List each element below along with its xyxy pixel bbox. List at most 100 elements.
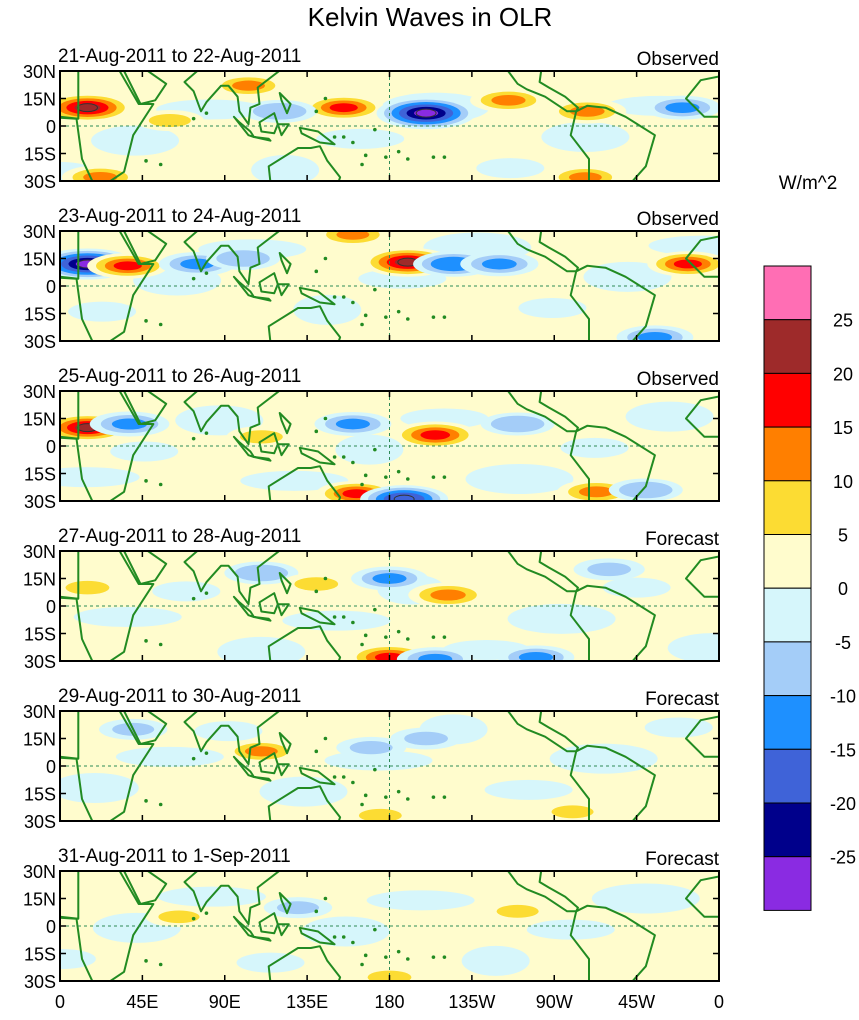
lat-tick-label: 30S [24, 972, 56, 992]
island [363, 473, 368, 478]
island [204, 431, 209, 435]
lon-tick-label: 90E [209, 992, 241, 1012]
background-patch [175, 405, 264, 436]
coastline [232, 755, 255, 778]
panel-kind: Forecast [645, 849, 720, 870]
island [396, 629, 401, 634]
coastline [278, 572, 292, 595]
background-patch [335, 434, 404, 465]
coastline [60, 871, 155, 981]
feature-contour [568, 172, 602, 181]
background-patch [236, 952, 305, 973]
coastline [258, 272, 279, 295]
island [373, 767, 377, 772]
colorbar-units: W/m^2 [779, 173, 838, 194]
island [323, 896, 328, 901]
coastline [232, 435, 255, 458]
lat-tick-label: 30N [23, 542, 56, 562]
background-patch [282, 610, 391, 631]
feature-contour [518, 652, 554, 661]
lon-tick-label: 135W [448, 992, 495, 1012]
island [332, 455, 337, 459]
background-patch [301, 916, 390, 947]
island [396, 949, 401, 954]
island [204, 111, 209, 115]
feature-contour [481, 258, 517, 270]
lat-tick-label: 15S [24, 145, 56, 165]
colorbar-swatch [763, 426, 812, 482]
lat-tick-label: 30N [23, 702, 56, 722]
island [384, 635, 388, 639]
island [144, 639, 148, 643]
coastline [123, 231, 168, 265]
coastline [258, 112, 279, 135]
background-patch [73, 607, 182, 627]
island [406, 637, 410, 641]
coastline [183, 391, 281, 446]
background-patch [644, 717, 713, 738]
coastline [253, 136, 272, 142]
coastline [60, 871, 80, 920]
background-patch [518, 298, 587, 318]
coastline [685, 235, 719, 278]
coastline [298, 766, 336, 786]
island [323, 576, 328, 581]
background-patch [667, 633, 719, 661]
coastline [278, 412, 292, 435]
island [341, 455, 346, 459]
lat-tick-label: 0 [46, 117, 56, 137]
feature-contour [294, 577, 339, 591]
island [351, 620, 355, 625]
island [314, 909, 319, 914]
feature-contour [335, 418, 370, 430]
colorbar-swatch [763, 372, 812, 428]
lat-tick-label: 15S [24, 465, 56, 485]
island [341, 615, 346, 619]
island [373, 447, 377, 452]
coastline [60, 231, 155, 341]
island [363, 793, 368, 798]
lat-tick-label: 30S [24, 812, 56, 832]
island [191, 276, 196, 281]
island [351, 460, 355, 465]
coastline [183, 71, 281, 126]
coastline [60, 231, 80, 280]
island [442, 955, 447, 959]
coastline [232, 915, 255, 938]
coastline [258, 752, 279, 775]
colorbar-label: 25 [833, 311, 853, 331]
coastline [253, 296, 272, 302]
coastline [685, 875, 719, 918]
coastline [123, 711, 168, 745]
coastline [276, 123, 290, 137]
background-patch [293, 294, 362, 325]
feature-contour [637, 332, 672, 341]
island [144, 479, 148, 483]
island [204, 271, 209, 275]
colorbar-swatch [763, 265, 812, 321]
coastline [276, 443, 290, 457]
background-patch [152, 581, 221, 602]
colorbar-label: -25 [830, 848, 856, 868]
coastline [183, 871, 281, 926]
island [373, 287, 377, 292]
background-patch [115, 746, 224, 767]
island [144, 319, 148, 323]
coastline [685, 395, 719, 438]
coastline [276, 283, 290, 297]
coastline [123, 391, 168, 425]
island [351, 940, 355, 945]
lat-tick-label: 30N [23, 222, 56, 242]
lat-tick-label: 30N [23, 862, 56, 882]
island [363, 953, 368, 958]
colorbar-label: -15 [830, 740, 856, 760]
feature-contour [74, 103, 101, 112]
coastline [267, 945, 342, 981]
coastline [506, 871, 579, 913]
colorbar-swatch [763, 856, 812, 911]
coastline [569, 584, 656, 661]
coastline [298, 926, 336, 946]
feature-contour [391, 495, 417, 501]
colorbar-swatch [763, 587, 812, 643]
colorbar-label: 5 [838, 526, 848, 546]
